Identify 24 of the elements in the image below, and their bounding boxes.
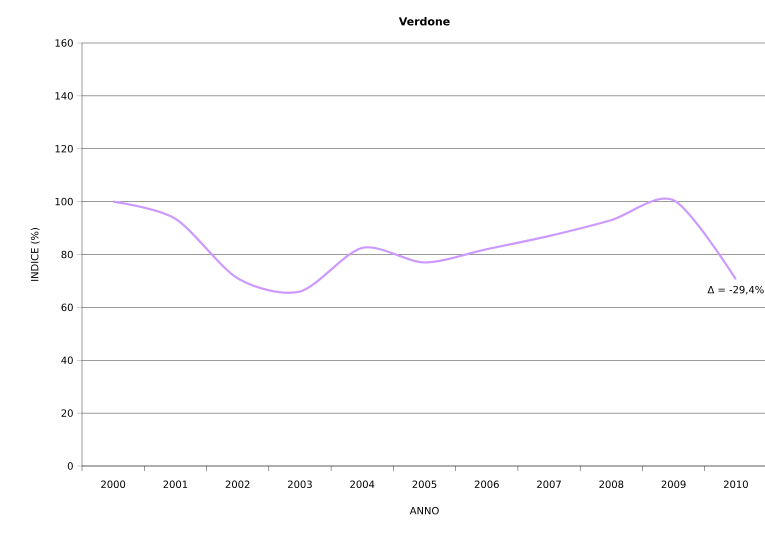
- x-tick-label: 2000: [101, 480, 126, 488]
- x-tick-label: 2009: [662, 480, 686, 488]
- y-tick-label: 60: [62, 304, 73, 312]
- y-tick-label: 40: [61, 356, 73, 364]
- x-axis-title: ANNO: [410, 506, 439, 514]
- x-tick-label: 2005: [412, 480, 436, 488]
- y-tick-label: 100: [56, 198, 73, 206]
- y-tick-label: 140: [56, 92, 73, 100]
- x-tick-label: 2008: [599, 480, 624, 488]
- y-axis-title: INDICE (%): [30, 228, 40, 281]
- annotation: Δ = -29,4%: [708, 286, 764, 294]
- x-tick-label: 2003: [288, 480, 312, 488]
- y-tick-label: 160: [56, 39, 73, 47]
- x-tick-label: 2001: [163, 480, 188, 488]
- x-tick-label: 2004: [350, 480, 374, 488]
- y-tick-label: 80: [61, 250, 73, 258]
- y-tick-label: 0: [68, 462, 73, 470]
- x-tick-label: 2007: [537, 480, 561, 488]
- y-tick-label: 20: [62, 409, 73, 417]
- chart-title: Verdone: [398, 17, 450, 26]
- x-tick-label: 2010: [724, 480, 748, 488]
- y-tick-label: 120: [56, 144, 73, 153]
- x-tick-label: 2002: [226, 480, 250, 488]
- x-tick-label: 2006: [474, 480, 499, 488]
